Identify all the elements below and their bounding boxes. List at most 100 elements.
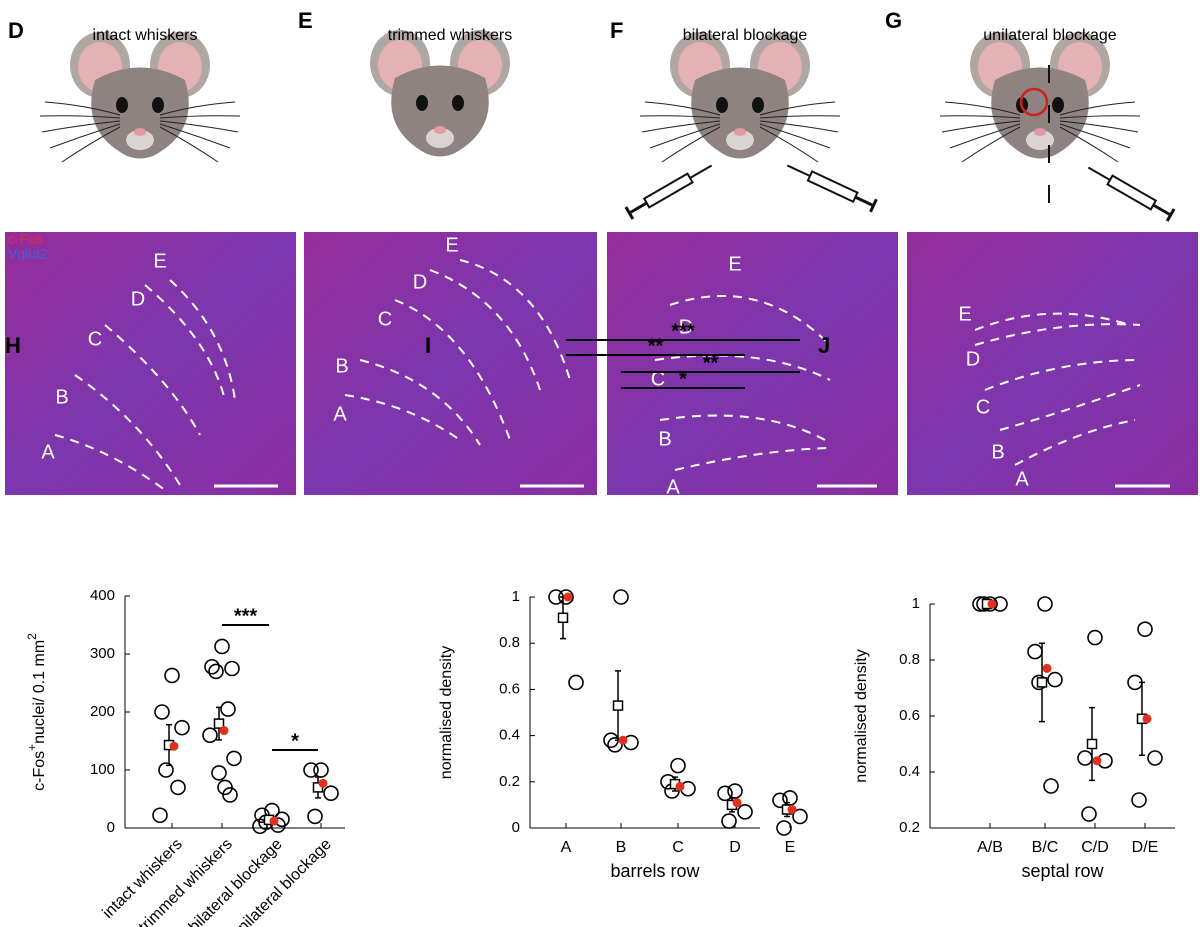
data-point bbox=[558, 589, 574, 605]
row-boundary bbox=[654, 354, 831, 381]
mean-marker bbox=[1086, 738, 1098, 750]
data-point bbox=[568, 674, 584, 691]
median-marker bbox=[1142, 714, 1152, 724]
data-point bbox=[323, 785, 339, 802]
data-point bbox=[727, 783, 743, 799]
data-point bbox=[158, 762, 174, 778]
panel-letter: G bbox=[885, 8, 902, 33]
y-tick-label: 0.8 bbox=[899, 651, 920, 668]
data-point bbox=[1081, 806, 1097, 822]
y-axis-label-part: c-Fos bbox=[31, 751, 48, 791]
data-point bbox=[217, 779, 233, 796]
data-point bbox=[1131, 792, 1147, 808]
data-point bbox=[1027, 643, 1043, 660]
row-boundary bbox=[104, 324, 201, 436]
y-axis-label-part: 2 bbox=[25, 633, 39, 640]
row-label: E bbox=[958, 303, 971, 325]
row-label: E bbox=[445, 234, 458, 256]
row-label: D bbox=[966, 348, 980, 370]
x-tick-label: C/D bbox=[1081, 839, 1109, 856]
y-tick-label: 200 bbox=[90, 703, 115, 720]
median-marker bbox=[1092, 756, 1102, 766]
mean-marker bbox=[612, 700, 624, 711]
data-point bbox=[776, 820, 792, 836]
y-tick-label: 1 bbox=[512, 588, 520, 605]
data-point bbox=[214, 638, 230, 655]
median-marker bbox=[987, 599, 997, 609]
data-point bbox=[737, 804, 753, 820]
micrograph bbox=[607, 232, 898, 495]
row-label: D bbox=[131, 288, 145, 310]
micrograph bbox=[304, 232, 597, 495]
y-axis-label-part: normalised density bbox=[853, 649, 870, 782]
row-label: A bbox=[41, 441, 55, 463]
y-tick-label: 0 bbox=[107, 819, 115, 836]
micrograph-tint bbox=[304, 232, 597, 495]
data-point bbox=[303, 762, 319, 778]
data-point bbox=[170, 779, 186, 796]
micrograph bbox=[5, 232, 296, 495]
data-point bbox=[1147, 750, 1163, 766]
panel-title: trimmed whiskers bbox=[388, 27, 512, 44]
significance-label: *** bbox=[234, 605, 258, 627]
data-point bbox=[1077, 750, 1093, 766]
micrograph-tint bbox=[5, 232, 296, 495]
x-axis-label: septal row bbox=[1021, 861, 1104, 881]
data-point bbox=[152, 807, 168, 824]
median-marker bbox=[269, 816, 279, 826]
data-point bbox=[224, 660, 240, 677]
median-marker bbox=[219, 726, 229, 736]
data-point bbox=[607, 737, 623, 753]
micrograph bbox=[907, 232, 1198, 495]
panel-letter: F bbox=[610, 18, 623, 43]
x-tick-label: A bbox=[561, 839, 572, 856]
data-point bbox=[721, 813, 737, 829]
data-point bbox=[1137, 621, 1153, 638]
row-label: A bbox=[666, 476, 680, 498]
y-tick-label: 0.4 bbox=[899, 763, 920, 780]
panel-letter: J bbox=[818, 333, 830, 358]
significance-label: ** bbox=[703, 352, 719, 374]
panel-title: intact whiskers bbox=[93, 27, 198, 44]
stain-label: Vglut2 bbox=[8, 246, 48, 262]
data-point bbox=[670, 757, 686, 774]
row-boundary bbox=[669, 295, 831, 346]
data-point bbox=[252, 818, 268, 835]
row-label: E bbox=[153, 250, 166, 272]
row-boundary bbox=[144, 284, 226, 401]
row-boundary bbox=[659, 414, 826, 441]
y-axis-label: normalised density bbox=[438, 646, 455, 779]
row-boundary bbox=[984, 359, 1141, 391]
x-tick-label: D bbox=[729, 839, 741, 856]
x-tick-label: C bbox=[672, 839, 684, 856]
row-boundary bbox=[394, 299, 511, 441]
median-marker bbox=[732, 798, 742, 808]
median-marker bbox=[169, 741, 179, 751]
mean-marker bbox=[557, 612, 569, 624]
data-point bbox=[222, 787, 238, 803]
y-axis-label: c-Fos+nuclei/ 0.1 mm2 bbox=[25, 633, 48, 791]
row-label: A bbox=[1015, 468, 1029, 490]
x-tick-label: A/B bbox=[977, 839, 1003, 856]
x-tick-label: B/C bbox=[1032, 839, 1059, 856]
data-point bbox=[204, 658, 220, 675]
row-boundary bbox=[359, 359, 481, 446]
row-boundary bbox=[974, 312, 1131, 331]
x-tick-label: D/E bbox=[1132, 839, 1159, 856]
row-label: A bbox=[333, 403, 347, 425]
y-tick-label: 1 bbox=[912, 595, 920, 612]
x-tick-label: E bbox=[785, 839, 796, 856]
y-tick-label: 0 bbox=[512, 819, 520, 836]
data-point bbox=[154, 704, 170, 720]
panel-title: unilateral blockage bbox=[983, 27, 1117, 44]
y-tick-label: 0.4 bbox=[499, 727, 520, 744]
row-boundary bbox=[169, 279, 236, 401]
y-tick-label: 400 bbox=[90, 587, 115, 604]
data-point bbox=[208, 663, 224, 680]
x-tick-label: B bbox=[616, 839, 627, 856]
row-label: B bbox=[335, 355, 348, 377]
median-marker bbox=[318, 778, 328, 788]
row-label: D bbox=[413, 271, 427, 293]
mean-marker bbox=[1036, 677, 1048, 688]
y-tick-label: 0.6 bbox=[499, 680, 520, 697]
